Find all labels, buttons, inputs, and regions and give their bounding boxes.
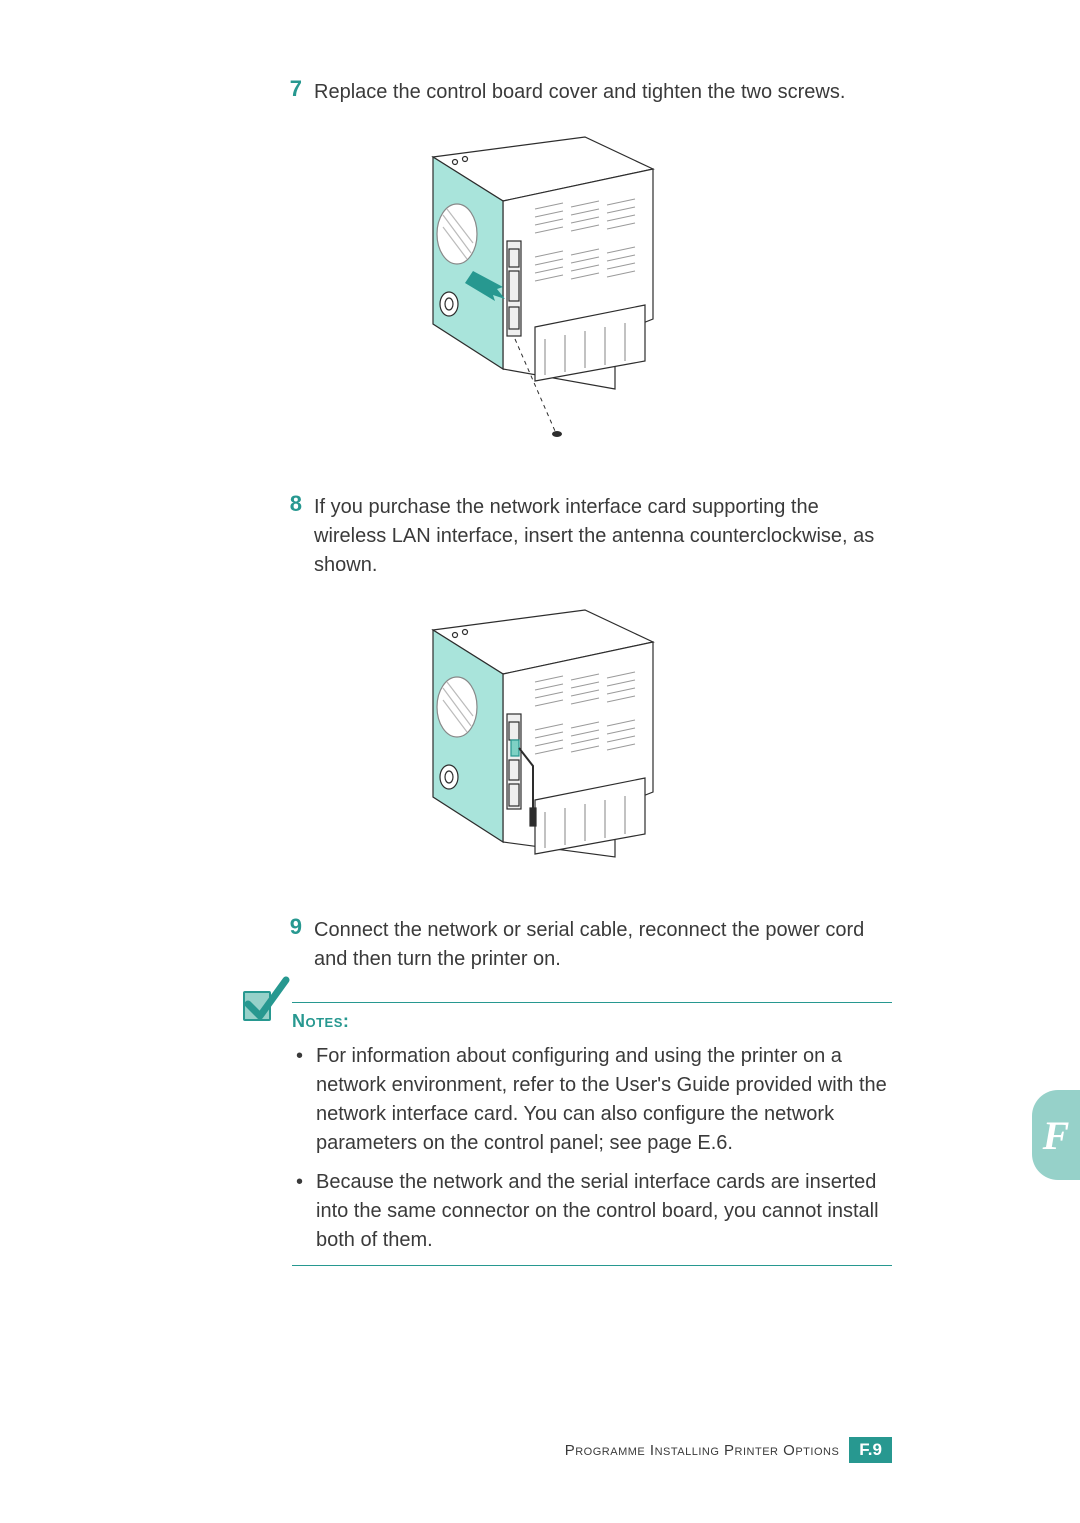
page-content: 7 Replace the control board cover and ti… <box>0 0 1080 1523</box>
note-item: Because the network and the serial inter… <box>296 1168 892 1255</box>
step-9: 9 Connect the network or serial cable, r… <box>276 916 892 974</box>
step-7: 7 Replace the control board cover and ti… <box>276 78 892 107</box>
notes-title: Notes: <box>292 1003 892 1042</box>
page-footer: Programme Installing Printer Options F.9 <box>565 1437 892 1463</box>
step-text: Replace the control board cover and tigh… <box>314 78 892 107</box>
note-item: For information about configuring and us… <box>296 1042 892 1158</box>
footer-page-badge: F.9 <box>849 1437 892 1463</box>
step-number: 9 <box>276 914 302 940</box>
footer-page-number: 9 <box>873 1440 882 1459</box>
divider-line <box>292 1265 892 1266</box>
checkmark-icon <box>238 974 292 1028</box>
step-number: 7 <box>276 76 302 102</box>
appendix-tab: F <box>1032 1090 1080 1180</box>
step-8: 8 If you purchase the network interface … <box>276 493 892 580</box>
step-text: If you purchase the network interface ca… <box>314 493 892 580</box>
step-number: 8 <box>276 491 302 517</box>
step-text: Connect the network or serial cable, rec… <box>314 916 892 974</box>
footer-badge-prefix: F. <box>859 1440 872 1459</box>
printer-illustration-1 <box>385 129 695 449</box>
notes-list: For information about configuring and us… <box>296 1042 892 1255</box>
printer-illustration-2 <box>385 602 695 872</box>
appendix-letter: F <box>1043 1112 1070 1159</box>
notes-section: Notes: For information about configuring… <box>276 1002 892 1266</box>
footer-chapter-title: Programme Installing Printer Options <box>565 1442 840 1459</box>
